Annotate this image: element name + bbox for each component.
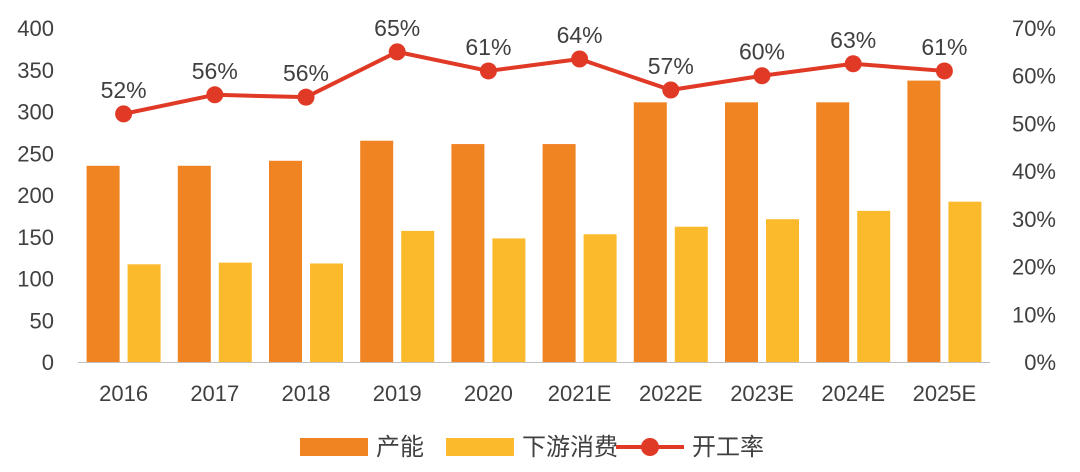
bar-capacity: [725, 102, 758, 362]
x-tick-label: 2021E: [548, 381, 612, 406]
utilization-label: 60%: [739, 39, 785, 65]
utilization-label: 63%: [830, 27, 876, 53]
right-tick-label: 40%: [1012, 159, 1056, 184]
bar-capacity: [542, 144, 576, 362]
utilization-point: [388, 43, 406, 61]
utilization-point: [297, 88, 315, 106]
bar-capacity: [633, 102, 667, 362]
utilization-label: 56%: [192, 58, 238, 84]
bar-consumption: [674, 226, 708, 362]
utilization-point: [206, 86, 224, 104]
bar-consumption: [857, 210, 891, 362]
left-tick-label: 400: [17, 16, 54, 41]
utilization-label: 57%: [648, 53, 694, 79]
x-tick-label: 2025E: [913, 381, 977, 406]
legend-swatch-capacity: [300, 438, 368, 456]
bar-consumption: [401, 230, 435, 362]
left-tick-label: 100: [17, 267, 54, 292]
x-tick-label: 2017: [190, 381, 239, 406]
right-tick-label: 20%: [1012, 255, 1056, 280]
bar-consumption: [766, 219, 799, 362]
right-tick-label: 50%: [1012, 111, 1056, 136]
bar-capacity: [177, 165, 211, 362]
bar-series: [86, 80, 982, 362]
left-tick-label: 350: [17, 58, 54, 83]
left-tick-label: 250: [17, 141, 54, 166]
line-series: 52% 56% 56% 65% 61% 64% 57% 60% 63% 61%: [101, 15, 967, 123]
right-tick-label: 30%: [1012, 207, 1056, 232]
bar-consumption: [583, 234, 617, 362]
bar-capacity: [360, 140, 394, 362]
utilization-label: 61%: [921, 34, 967, 60]
right-tick-label: 0%: [1024, 350, 1056, 375]
x-tick-label: 2020: [464, 381, 513, 406]
left-tick-label: 300: [17, 100, 54, 125]
utilization-label: 52%: [101, 77, 147, 103]
bar-consumption: [127, 264, 161, 362]
x-tick-label: 2016: [99, 381, 148, 406]
bar-consumption: [218, 262, 252, 362]
utilization-point: [662, 81, 680, 99]
utilization-label: 61%: [465, 34, 511, 60]
legend-label-consumption: 下游消费: [522, 433, 618, 461]
legend-marker-utilization: [641, 438, 659, 456]
x-tick-label: 2024E: [821, 381, 885, 406]
utilization-point: [479, 62, 497, 80]
x-tick-label: 2023E: [730, 381, 794, 406]
utilization-label: 64%: [557, 22, 603, 48]
utilization-point: [115, 105, 133, 123]
right-tick-label: 10%: [1012, 302, 1056, 327]
utilization-point: [935, 62, 953, 80]
right-tick-label: 60%: [1012, 64, 1056, 89]
bar-capacity: [907, 80, 941, 362]
bar-consumption: [492, 238, 526, 362]
left-tick-label: 0: [42, 350, 54, 375]
left-axis-ticks: 0 50 100 150 200 250 300 350 400: [17, 16, 54, 375]
utilization-line: [123, 49, 945, 116]
legend-label-utilization: 开工率: [692, 433, 764, 461]
utilization-point: [753, 67, 771, 85]
left-tick-label: 150: [17, 225, 54, 250]
x-tick-label: 2022E: [639, 381, 703, 406]
legend: 产能 下游消费 开工率: [300, 433, 764, 461]
bar-capacity: [269, 160, 302, 362]
bar-capacity: [816, 102, 850, 362]
utilization-point: [844, 55, 862, 73]
bar-capacity: [451, 144, 485, 362]
x-axis-ticks: 2016 2017 2018 2019 2020 2021E 2022E 2023E 2024E…: [99, 381, 976, 406]
bar-capacity: [86, 165, 120, 362]
legend-label-capacity: 产能: [376, 433, 424, 461]
utilization-label: 56%: [283, 60, 329, 86]
x-tick-label: 2018: [282, 381, 331, 406]
bar-consumption: [310, 263, 343, 362]
legend-swatch-consumption: [446, 438, 514, 456]
right-tick-label: 70%: [1012, 16, 1056, 41]
left-tick-label: 200: [17, 183, 54, 208]
utilization-label: 65%: [374, 15, 420, 41]
left-tick-label: 50: [30, 308, 54, 333]
x-tick-label: 2019: [373, 381, 422, 406]
bar-consumption: [948, 201, 982, 362]
utilization-point: [571, 50, 589, 68]
right-axis-ticks: 0% 10% 20% 30% 40% 50% 60% 70%: [1012, 16, 1056, 375]
